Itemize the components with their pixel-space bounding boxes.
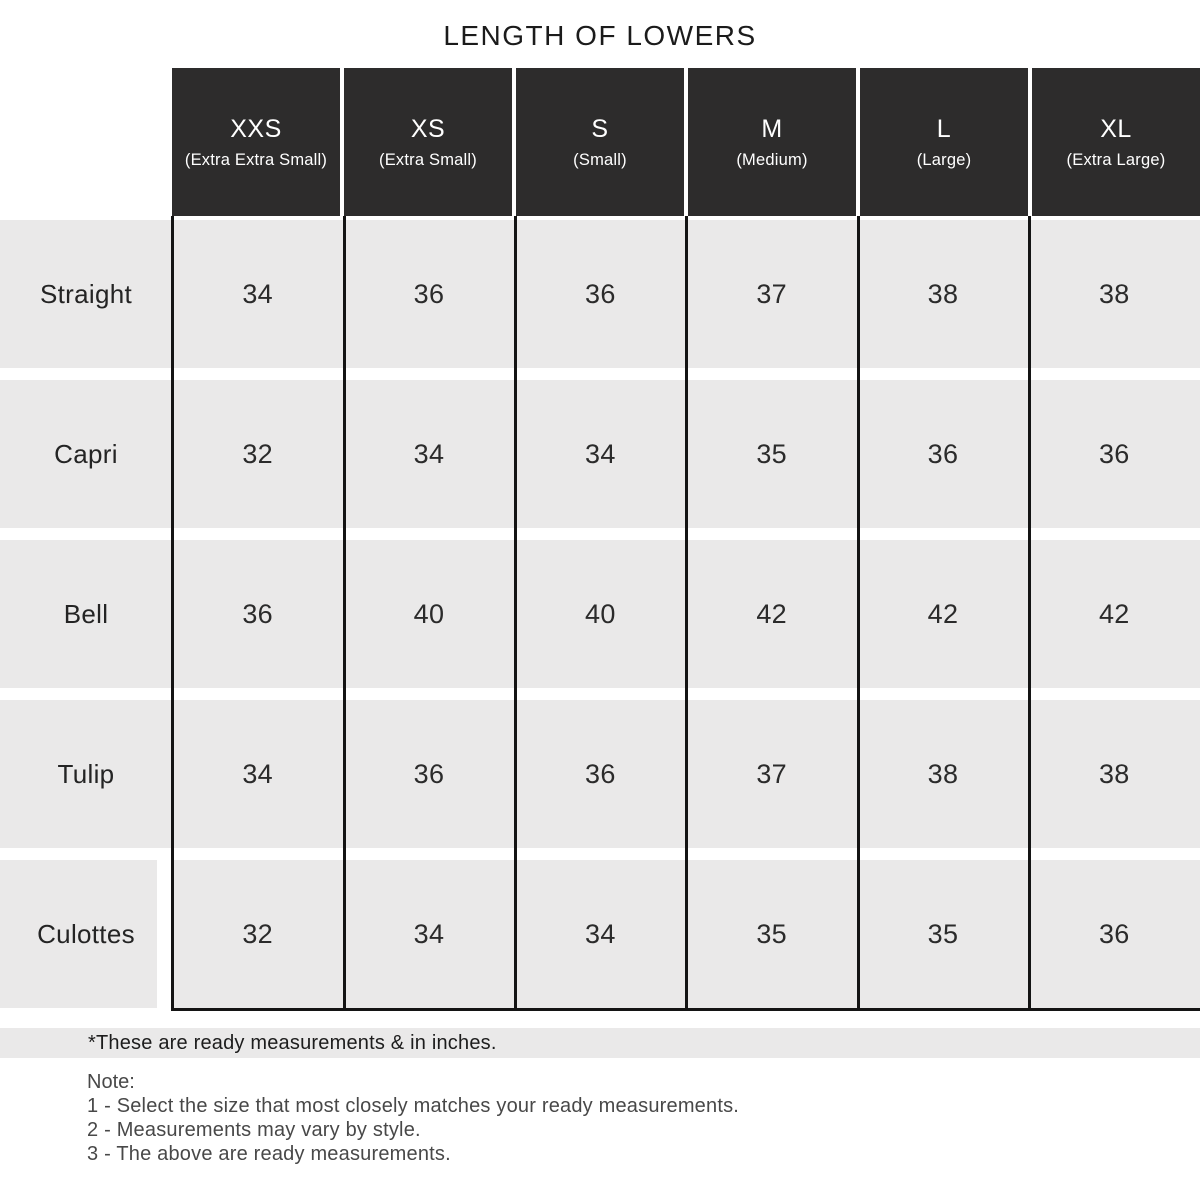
size-value-cell: 38 bbox=[1098, 278, 1130, 309]
grid-vertical-line bbox=[343, 216, 346, 1011]
size-value-cell: 36 bbox=[242, 598, 273, 629]
size-value-cell: 38 bbox=[927, 758, 959, 789]
row-label-cell: Bell bbox=[0, 540, 172, 688]
size-value-cell: 35 bbox=[927, 918, 959, 949]
size-value-cell: 42 bbox=[927, 598, 959, 629]
table-row: Culottes 32 34 34 35 35 36 bbox=[0, 860, 1200, 1008]
row-style-label: Bell bbox=[63, 598, 109, 629]
size-code-label: XXS bbox=[230, 114, 282, 143]
table-row: Capri 32 34 34 35 36 36 bbox=[0, 380, 1200, 528]
grid-vertical-line bbox=[171, 216, 174, 1011]
size-column-header: XXS (Extra Extra Small) bbox=[172, 68, 340, 216]
size-value-cell: 35 bbox=[756, 438, 787, 469]
size-full-name-label: (Extra Extra Small) bbox=[184, 150, 328, 169]
note-items: 1 - Select the size that most closely ma… bbox=[87, 1094, 739, 1166]
size-full-name-label: (Large) bbox=[916, 150, 972, 169]
size-value-cell: 36 bbox=[927, 438, 959, 469]
size-value-cell: 36 bbox=[585, 758, 616, 789]
grid-vertical-line bbox=[1028, 216, 1031, 1011]
size-value-cell: 37 bbox=[756, 758, 787, 789]
row-style-label: Capri bbox=[54, 438, 118, 469]
size-code-label: L bbox=[936, 114, 952, 143]
size-full-name-label: (Extra Large) bbox=[1066, 150, 1166, 169]
page-title: LENGTH OF LOWERS bbox=[443, 20, 757, 51]
size-full-name-label: (Medium) bbox=[736, 150, 808, 169]
size-value-cell: 36 bbox=[413, 758, 445, 789]
size-code-label: XL bbox=[1100, 114, 1132, 143]
size-value-cell: 36 bbox=[585, 278, 616, 309]
size-code-label: XS bbox=[410, 114, 446, 143]
note-heading: Note: bbox=[87, 1071, 135, 1093]
size-full-name-label: (Extra Small) bbox=[379, 150, 477, 169]
size-code-label: S bbox=[591, 114, 609, 143]
size-column-header: XL (Extra Large) bbox=[1032, 68, 1200, 216]
table-row: Straight 34 36 36 37 38 38 bbox=[0, 220, 1200, 368]
row-label-cell: Culottes bbox=[0, 860, 172, 1008]
size-value-cell: 34 bbox=[242, 278, 273, 309]
size-value-cell: 38 bbox=[927, 278, 959, 309]
table-row: Bell 36 40 40 42 42 42 bbox=[0, 540, 1200, 688]
footnote-band: *These are ready measurements & in inche… bbox=[0, 1028, 1200, 1058]
size-value-cell: 32 bbox=[242, 918, 273, 949]
size-full-name-label: (Small) bbox=[573, 150, 627, 169]
size-value-cell: 42 bbox=[1098, 598, 1130, 629]
size-column-header: XS (Extra Small) bbox=[344, 68, 512, 216]
size-value-cell: 35 bbox=[756, 918, 787, 949]
grid-vertical-line bbox=[857, 216, 860, 1011]
size-value-cell: 36 bbox=[413, 278, 445, 309]
size-value-cell: 36 bbox=[1098, 918, 1130, 949]
table-bottom-line bbox=[171, 1008, 1200, 1011]
row-style-label: Tulip bbox=[57, 758, 115, 789]
size-value-cell: 38 bbox=[1098, 758, 1130, 789]
row-label-cell: Straight bbox=[0, 220, 172, 368]
row-style-label: Culottes bbox=[37, 918, 135, 949]
row-style-label: Straight bbox=[39, 278, 132, 309]
row-label-cell: Capri bbox=[0, 380, 172, 528]
size-value-cell: 40 bbox=[585, 598, 616, 629]
size-value-cell: 42 bbox=[756, 598, 787, 629]
size-value-cell: 36 bbox=[1098, 438, 1130, 469]
size-value-cell: 32 bbox=[242, 438, 273, 469]
row-label-cell: Tulip bbox=[0, 700, 172, 848]
note-block: Note: 1 - Select the size that most clos… bbox=[87, 1070, 739, 1166]
size-value-cell: 34 bbox=[413, 438, 445, 469]
size-value-cell: 37 bbox=[756, 278, 787, 309]
table-row: Tulip 34 36 36 37 38 38 bbox=[0, 700, 1200, 848]
note-item: 3 - The above are ready measurements. bbox=[87, 1143, 451, 1165]
size-column-header: S (Small) bbox=[516, 68, 684, 216]
size-value-cell: 34 bbox=[585, 918, 616, 949]
grid-vertical-line bbox=[685, 216, 688, 1011]
note-item: 1 - Select the size that most closely ma… bbox=[87, 1095, 740, 1117]
size-value-cell: 34 bbox=[242, 758, 273, 789]
size-value-cell: 34 bbox=[413, 918, 445, 949]
size-code-label: M bbox=[761, 114, 783, 143]
size-column-header: L (Large) bbox=[860, 68, 1028, 216]
footnote-text: *These are ready measurements & in inche… bbox=[88, 1031, 497, 1054]
note-item: 2 - Measurements may vary by style. bbox=[87, 1119, 421, 1141]
size-header-row: XXS (Extra Extra Small) XS (Extra Small)… bbox=[172, 68, 1200, 216]
size-column-header: M (Medium) bbox=[688, 68, 856, 216]
grid-vertical-line bbox=[514, 216, 517, 1011]
size-value-cell: 40 bbox=[413, 598, 445, 629]
size-value-cell: 34 bbox=[585, 438, 616, 469]
